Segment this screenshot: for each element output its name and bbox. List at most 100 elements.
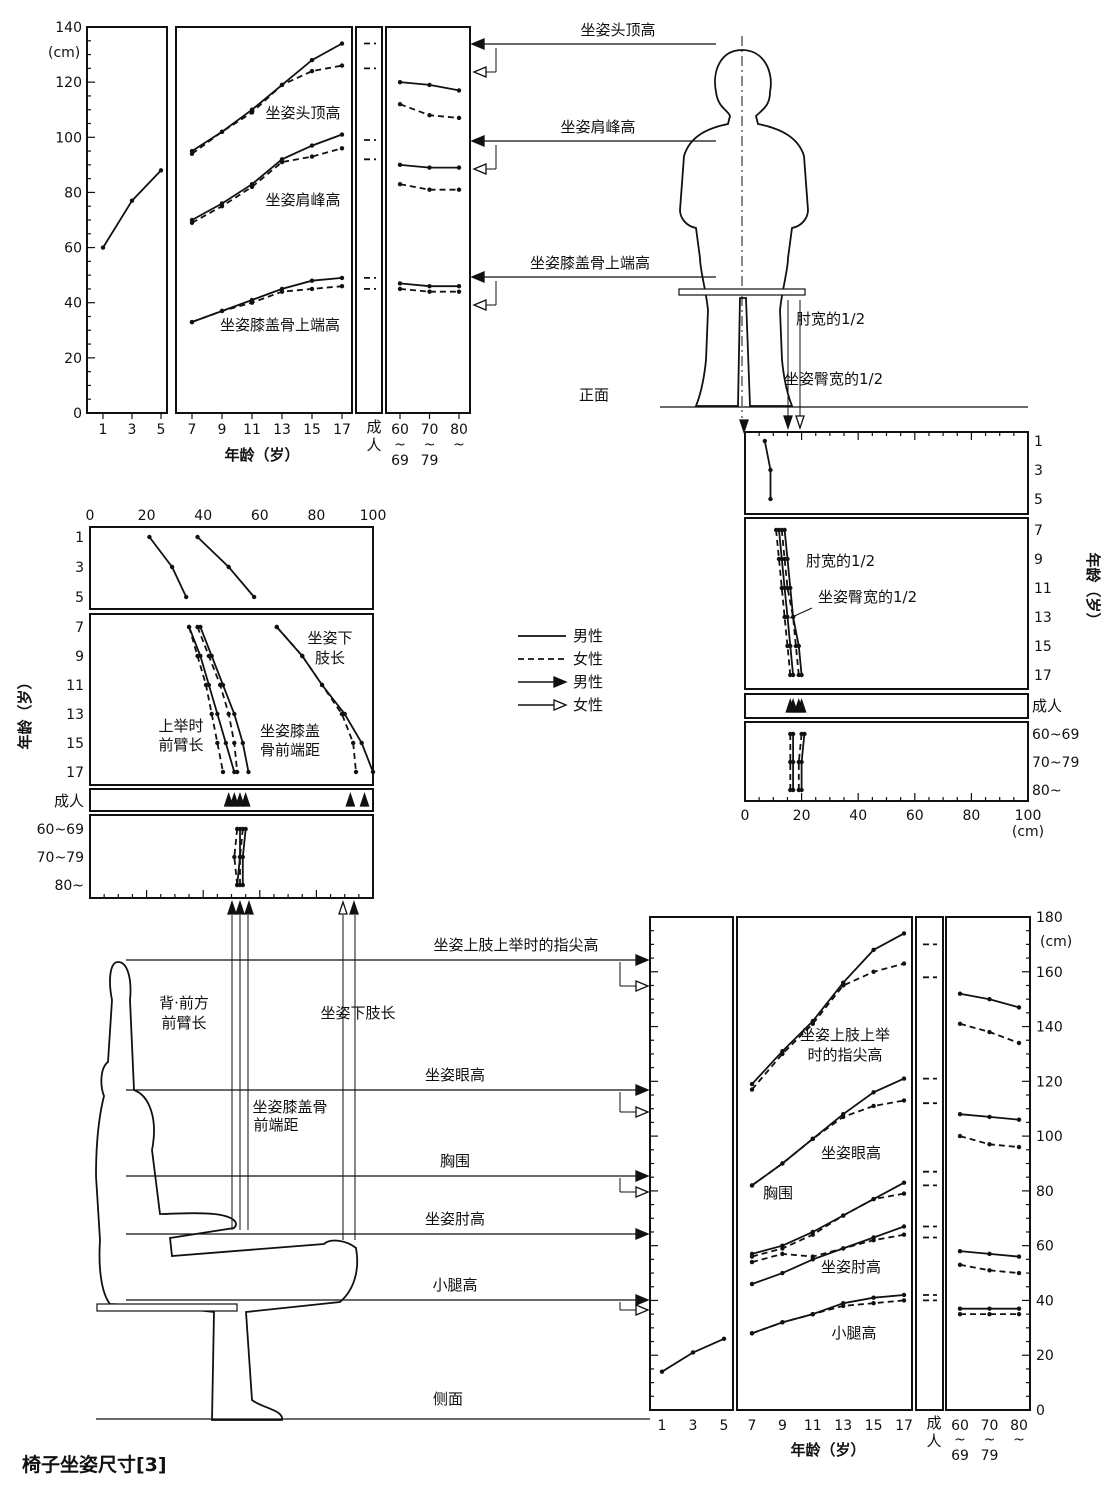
data-point xyxy=(427,113,432,118)
x-tick-label: 13 xyxy=(834,1418,852,1434)
y-tick-label: 20 xyxy=(64,351,82,367)
data-point xyxy=(219,308,225,314)
y-tick-label: 70~79 xyxy=(1032,755,1079,771)
y-tick-label: 15 xyxy=(1034,639,1052,655)
y-tick-label: 140 xyxy=(55,20,82,36)
male-dimension-arrow xyxy=(739,419,749,435)
y-tick-label: 3 xyxy=(1034,463,1043,479)
y-tick-label: 140 xyxy=(1036,1020,1063,1036)
data-point xyxy=(279,82,285,88)
data-point xyxy=(234,769,240,775)
data-point xyxy=(749,1259,755,1265)
series-label: 坐姿膝盖 xyxy=(260,722,320,740)
female-dimension-arrow xyxy=(635,980,650,992)
data-point xyxy=(957,1306,963,1311)
dimension-label: 坐姿臀宽的1/2 xyxy=(784,370,883,388)
x-tick-label: 20 xyxy=(138,508,156,524)
data-point xyxy=(776,556,782,562)
data-point xyxy=(841,983,846,988)
data-point xyxy=(749,1183,755,1188)
data-point xyxy=(223,740,229,746)
data-point xyxy=(158,168,164,173)
data-point xyxy=(780,1251,785,1257)
dimension-label: 坐姿上肢上举时的指尖高 xyxy=(433,936,598,954)
x-tick-label: 3 xyxy=(689,1418,698,1434)
data-point xyxy=(226,711,231,717)
data-point xyxy=(810,1232,815,1237)
y-tick-label: 15 xyxy=(66,736,84,752)
data-point xyxy=(203,682,209,688)
male-dimension-arrow xyxy=(244,899,254,915)
data-point xyxy=(249,184,255,190)
adult-marker xyxy=(793,697,804,713)
data-point xyxy=(901,961,907,966)
male-dimension-arrow xyxy=(635,1170,650,1182)
dimension-label: 小腿高 xyxy=(432,1276,477,1294)
dimension-label: 胸围 xyxy=(440,1152,470,1170)
data-point xyxy=(309,154,315,159)
female-line xyxy=(276,626,357,773)
x-tick-label: 70 xyxy=(981,1418,999,1434)
data-point xyxy=(796,787,801,793)
female-dimension-arrow xyxy=(472,299,487,311)
y-axis-unit: (cm) xyxy=(48,45,80,61)
data-point xyxy=(768,496,773,502)
female-dimension-arrow xyxy=(635,1304,650,1316)
series-label: 肘宽的1/2 xyxy=(806,552,875,570)
y-tick-label: 70~79 xyxy=(37,850,84,866)
data-point xyxy=(780,1051,785,1057)
data-point xyxy=(226,564,231,570)
male-line xyxy=(191,277,343,323)
data-point xyxy=(841,1246,846,1251)
data-point xyxy=(957,991,963,996)
view-label: 正面 xyxy=(579,386,609,404)
male-line xyxy=(783,529,803,676)
lengths-panel xyxy=(89,526,374,610)
data-point xyxy=(779,585,784,591)
data-point xyxy=(782,556,787,562)
data-point xyxy=(987,996,992,1002)
x-tick-label: 70 xyxy=(421,422,439,438)
dimension-label: 坐姿眼高 xyxy=(425,1066,485,1084)
male-line xyxy=(751,1225,905,1285)
x-tick-label: 成 xyxy=(366,418,381,436)
x-tick-label: 17 xyxy=(333,422,351,438)
lengths-panel xyxy=(89,788,374,812)
data-point xyxy=(957,1133,963,1139)
x-tick-label: 11 xyxy=(243,422,261,438)
data-point xyxy=(768,467,773,473)
x-tick-label: 69 xyxy=(391,453,409,469)
data-point xyxy=(901,1292,907,1298)
data-point xyxy=(397,181,403,187)
x-tick-label: 80 xyxy=(450,422,468,438)
series-label: 前臂长 xyxy=(158,736,203,754)
data-point xyxy=(749,1281,755,1287)
data-point xyxy=(749,1331,755,1336)
data-point xyxy=(749,1087,755,1092)
x-tick-label: 20 xyxy=(793,808,811,824)
y-tick-label: 9 xyxy=(75,649,84,665)
data-point xyxy=(215,711,220,717)
front-heights-panel xyxy=(86,26,168,414)
y-tick-label: 80 xyxy=(64,185,82,201)
data-point xyxy=(1016,1270,1022,1276)
data-point xyxy=(749,1254,755,1259)
male-line xyxy=(191,133,343,221)
front-heights-panel xyxy=(175,26,353,414)
data-point xyxy=(397,162,403,168)
x-tick-label: 80 xyxy=(307,508,325,524)
female-dimension-arrow xyxy=(635,1106,650,1118)
data-point xyxy=(309,278,315,283)
data-point xyxy=(871,1237,876,1243)
male-line xyxy=(751,932,905,1085)
data-point xyxy=(370,769,376,775)
female-line xyxy=(188,626,224,773)
data-point xyxy=(219,129,225,134)
data-point xyxy=(456,283,462,289)
x-tick-label: 9 xyxy=(778,1418,787,1434)
female-dimension-arrow xyxy=(472,66,487,78)
male-dimension-arrow xyxy=(470,271,485,283)
y-tick-label: 17 xyxy=(1034,668,1052,684)
x-tick-label: 11 xyxy=(804,1418,822,1434)
data-point xyxy=(100,245,106,250)
